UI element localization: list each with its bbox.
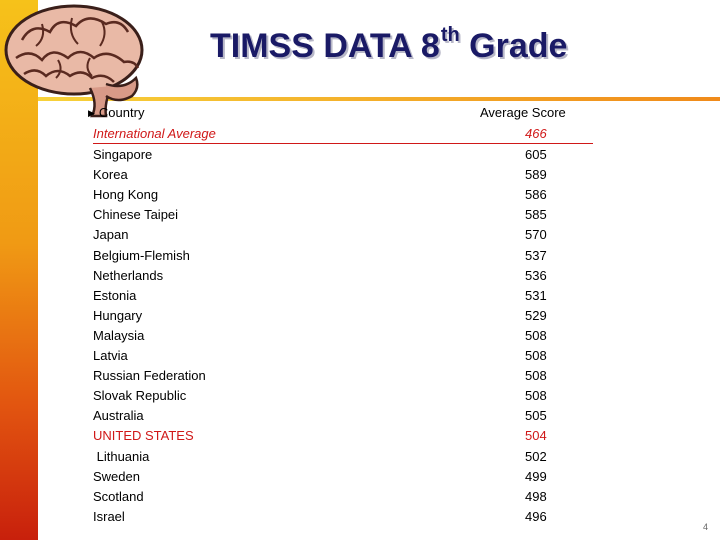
table-row: Scotland 498 [93,486,593,506]
gradient-sidebar [0,0,38,540]
country-name: Australia [93,408,144,424]
average-score: 508 [525,368,547,384]
country-name: Israel [93,508,125,524]
slide-title: TIMSS DATA 8th Grade [210,24,567,66]
brain-icon [4,4,144,118]
average-score: 508 [525,348,547,364]
average-score: 502 [525,448,547,464]
table-row: Hong Kong 586 [93,184,593,204]
average-score: 585 [525,207,547,223]
table-row: Australia 505 [93,405,593,425]
country-name: Japan [93,227,129,243]
title-superscript: th [440,24,460,46]
country-name: International Average [93,126,216,141]
table-row: Slovak Republic 508 [93,385,593,405]
table-row: Russian Federation 508 [93,365,593,385]
average-score: 529 [525,307,547,323]
country-name: Hungary [93,307,143,323]
country-name: Slovak Republic [93,388,187,404]
country-name: Lithuania [93,448,150,464]
average-score: 499 [525,468,547,484]
table-row: Israel 496 [93,506,593,526]
average-score: 586 [525,187,547,203]
title-end: Grade [459,27,568,65]
title-divider [38,97,720,101]
country-name: Netherlands [93,267,164,283]
country-name: Russian Federation [93,368,206,384]
average-score: 605 [525,147,547,163]
table-row: Chinese Taipei 585 [93,204,593,224]
average-score: 508 [525,388,547,404]
page-number: 4 [703,522,709,532]
table-row: Korea 589 [93,164,593,184]
table-row: Malaysia 508 [93,325,593,345]
table-row: Latvia 508 [93,345,593,365]
table-row: UNITED STATES 504 [93,425,593,445]
average-score: 589 [525,167,547,183]
country-name: Latvia [93,348,128,364]
country-name: Singapore [93,147,153,163]
title-main: TIMSS DATA 8 [210,27,440,65]
table-row: Belgium-Flemish 537 [93,245,593,265]
average-score: 496 [525,508,547,524]
country-name: UNITED STATES [93,428,194,444]
average-score: 508 [525,327,547,343]
country-name: Malaysia [93,327,145,343]
average-score: 536 [525,267,547,283]
country-name: Estonia [93,287,137,303]
international-average-row: International Average 466 [93,123,593,145]
table-row: Lithuania 502 [93,446,593,466]
country-column-header: ▶ Country [88,105,145,120]
table-row: Hungary 529 [93,305,593,325]
table-row: Sweden 499 [93,466,593,486]
average-score: 570 [525,227,547,243]
average-score: 505 [525,408,547,424]
country-name: Chinese Taipei [93,207,179,223]
table-header: ▶ Country Average Score [88,105,588,123]
country-name: Sweden [93,468,140,484]
score-column-header: Average Score [480,105,566,120]
country-name: Scotland [93,488,144,504]
average-score: 537 [525,247,547,263]
average-score: 466 [525,126,547,141]
bullet-triangle-icon: ▶ [88,108,95,118]
country-name: Belgium-Flemish [93,247,190,263]
table-row: Netherlands 536 [93,265,593,285]
country-name: Hong Kong [93,187,159,203]
table-row: Singapore 605 [93,144,593,164]
table-row: Japan 570 [93,224,593,244]
average-score: 531 [525,287,547,303]
average-score: 504 [525,428,547,444]
score-table: International Average 466 Singapore 605 Kore… [93,123,593,526]
table-row: Estonia 531 [93,285,593,305]
country-name: Korea [93,167,128,183]
average-score: 498 [525,488,547,504]
